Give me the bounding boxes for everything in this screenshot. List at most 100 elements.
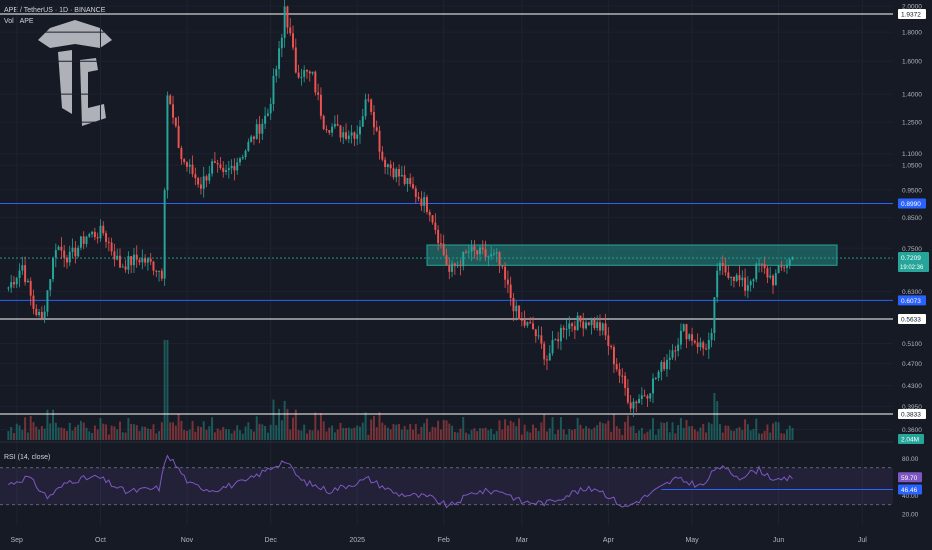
candle <box>610 344 613 350</box>
candle <box>85 235 88 248</box>
volume-bar <box>172 422 174 440</box>
candle <box>529 317 532 324</box>
candle-body <box>88 234 91 237</box>
candle <box>758 257 761 273</box>
candle-body <box>26 280 29 283</box>
candle <box>213 152 216 163</box>
candle-body <box>314 71 317 93</box>
candle <box>643 389 646 397</box>
time-tick-label: Apr <box>603 537 615 544</box>
candle-body <box>252 136 255 139</box>
volume-bar <box>32 422 35 440</box>
volume-bar <box>732 430 735 440</box>
candle-body <box>635 401 638 404</box>
volume-legend: Vol · APE <box>4 18 34 25</box>
candle <box>506 270 509 294</box>
candle <box>755 262 758 283</box>
time-tick-label: Oct <box>95 537 106 544</box>
candle <box>398 164 401 186</box>
candle-body <box>141 258 144 263</box>
candle-body <box>788 259 791 266</box>
volume-bar <box>532 424 534 440</box>
candle-body <box>331 126 334 133</box>
volume-bar <box>685 419 688 440</box>
candle <box>459 259 462 276</box>
volume-bar <box>286 409 289 440</box>
rsi-axis: 80.00 40.00 20.00 <box>902 456 919 519</box>
volume-bar <box>785 429 788 440</box>
candle <box>105 230 108 248</box>
candle <box>710 328 713 348</box>
candle-body <box>247 141 250 151</box>
candle <box>674 345 677 361</box>
candle <box>713 297 716 341</box>
volume-bar <box>113 426 116 440</box>
candle <box>476 250 479 261</box>
volume-bar <box>719 424 721 440</box>
candle-body <box>618 369 621 376</box>
candle <box>738 265 741 287</box>
volume-bar <box>657 429 660 440</box>
volume-bar <box>501 429 504 440</box>
volume-bar <box>738 427 741 440</box>
volume-bar <box>381 422 384 440</box>
candle-body <box>79 236 82 248</box>
candle-body <box>283 6 286 38</box>
candle <box>629 395 632 413</box>
candle-body <box>453 263 456 267</box>
candle-body <box>693 340 696 343</box>
candle-body <box>225 170 228 172</box>
candle <box>746 276 749 299</box>
time-axis[interactable]: Sep Oct Nov Dec 2025 Feb Mar Apr May Jun Jul <box>11 537 868 544</box>
volume-badge <box>898 434 924 444</box>
volume-bar <box>289 429 292 440</box>
rsi-current-badge <box>898 472 922 483</box>
candle <box>52 256 54 283</box>
volume-bar <box>780 433 783 440</box>
candle-body <box>71 247 74 252</box>
price-axis[interactable]: 2.0000 1.8000 1.6000 1.4000 1.2500 1.1000 1.05… <box>902 4 922 434</box>
candle-body <box>713 297 716 334</box>
candle-body <box>342 132 345 138</box>
candle <box>29 277 32 306</box>
candle <box>434 213 437 235</box>
volume-bar <box>518 418 521 440</box>
volume-bar <box>646 431 649 440</box>
candle <box>439 233 442 249</box>
volume-bar <box>551 417 554 440</box>
candle-body <box>208 173 211 181</box>
volume-bar <box>674 433 677 440</box>
volume-bar <box>77 424 80 440</box>
candle-body <box>769 275 772 278</box>
volume-bar <box>423 423 426 440</box>
candle <box>593 316 596 331</box>
candle <box>239 156 241 166</box>
volume-bar <box>409 424 412 440</box>
volume-bar <box>660 422 663 440</box>
candle-body <box>473 246 476 251</box>
candle-body <box>300 76 303 78</box>
candle <box>702 340 705 356</box>
candle <box>54 243 57 268</box>
candle-body <box>202 176 205 189</box>
volume-bar <box>730 430 733 440</box>
candle-body <box>40 311 43 319</box>
candle-body <box>612 347 615 365</box>
candle-body <box>305 70 308 72</box>
candle-body <box>213 161 216 163</box>
candle-body <box>495 252 498 254</box>
candle <box>604 313 607 341</box>
candle-body <box>24 265 27 283</box>
last-price-label: 0.7209 <box>901 255 921 262</box>
time-tick-label: Dec <box>264 537 277 544</box>
candle <box>233 158 236 181</box>
volume-bar <box>498 420 501 440</box>
candle-body <box>216 162 219 165</box>
candle <box>191 155 194 178</box>
volume-bar <box>93 425 96 440</box>
candle-body <box>752 279 755 282</box>
rsi-current-label: 59.70 <box>901 475 918 482</box>
candle-body <box>523 319 526 326</box>
candle <box>769 266 772 280</box>
